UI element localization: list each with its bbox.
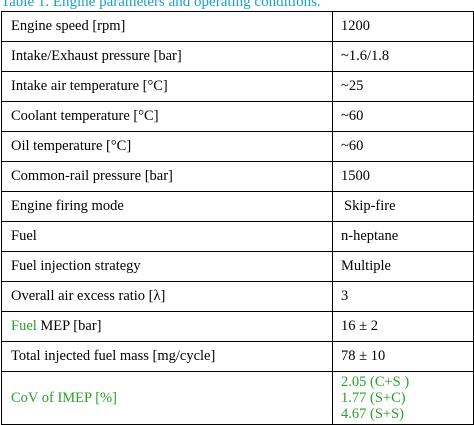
value-cell: ~1.6/1.8 xyxy=(332,41,474,72)
parameter-cell: Fuel xyxy=(1,221,333,252)
parameter-cell: Engine speed [rpm] xyxy=(1,11,333,42)
value-cell: 78 ± 10 xyxy=(332,341,474,372)
table-row: Fuel injection strategy Multiple xyxy=(1,251,474,282)
parameter-cell: Intake air temperature [°C] xyxy=(1,71,333,102)
value-cell: 2.05 (C+S ) 1.77 (S+C) 4.67 (S+S) xyxy=(332,371,474,425)
table-row: Fuel n-heptane xyxy=(1,221,474,252)
value-cell: ~60 xyxy=(332,131,474,162)
value-cell: Skip-fire xyxy=(332,191,474,222)
parameter-cell: Fuel injection strategy xyxy=(1,251,333,282)
table-row: Overall air excess ratio [λ] 3 xyxy=(1,281,474,312)
parameter-cell: Oil temperature [°C] xyxy=(1,131,333,162)
value-line: 2.05 (C+S ) xyxy=(341,374,410,390)
parameter-cell: CoV of IMEP [%] xyxy=(1,371,333,425)
value-cell: 3 xyxy=(332,281,474,312)
parameter-cell: Intake/Exhaust pressure [bar] xyxy=(1,41,333,72)
highlighted-text: Fuel xyxy=(11,318,37,334)
parameter-cell: Overall air excess ratio [λ] xyxy=(1,281,333,312)
table-caption: Table 1. Engine parameters and operating… xyxy=(1,0,321,10)
parameter-text: MEP [bar] xyxy=(36,318,102,334)
value-cell: 1200 xyxy=(332,11,474,42)
parameter-cell: Fuel MEP [bar] xyxy=(1,311,333,342)
value-cell: n-heptane xyxy=(332,221,474,252)
parameter-cell: Total injected fuel mass [mg/cycle] xyxy=(1,341,333,372)
table-row: Oil temperature [°C] ~60 xyxy=(1,131,474,162)
parameter-cell: Common-rail pressure [bar] xyxy=(1,161,333,192)
table-row: Coolant temperature [°C] ~60 xyxy=(1,101,474,132)
value-line: 1.77 (S+C) xyxy=(341,390,406,406)
table-row: CoV of IMEP [%] 2.05 (C+S ) 1.77 (S+C) 4… xyxy=(1,371,474,425)
value-cell: Multiple xyxy=(332,251,474,282)
engine-parameters-table: Engine speed [rpm] 1200 Intake/Exhaust p… xyxy=(1,11,474,425)
value-cell: ~60 xyxy=(332,101,474,132)
table-row: Fuel MEP [bar] 16 ± 2 xyxy=(1,311,474,342)
table-row: Total injected fuel mass [mg/cycle] 78 ±… xyxy=(1,341,474,372)
value-line: 4.67 (S+S) xyxy=(341,406,404,422)
table-row: Engine speed [rpm] 1200 xyxy=(1,11,474,42)
table-row: Intake/Exhaust pressure [bar] ~1.6/1.8 xyxy=(1,41,474,72)
table-row: Common-rail pressure [bar] 1500 xyxy=(1,161,474,192)
value-cell: 1500 xyxy=(332,161,474,192)
parameter-cell: Engine firing mode xyxy=(1,191,333,222)
table-row: Intake air temperature [°C] ~25 xyxy=(1,71,474,102)
value-cell: ~25 xyxy=(332,71,474,102)
table-row: Engine firing mode Skip-fire xyxy=(1,191,474,222)
value-cell: 16 ± 2 xyxy=(332,311,474,342)
parameter-cell: Coolant temperature [°C] xyxy=(1,101,333,132)
